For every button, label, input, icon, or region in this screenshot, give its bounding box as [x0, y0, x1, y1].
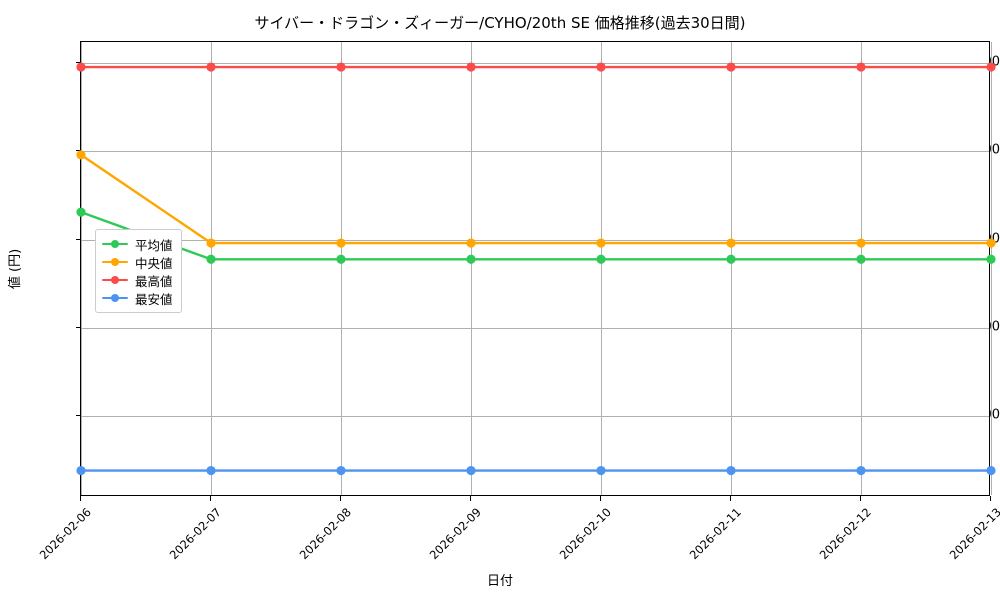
legend-item[interactable]: 中央値: [102, 253, 173, 271]
gridline-vertical: [471, 42, 472, 495]
legend-label: 中央値: [135, 255, 173, 271]
series-marker: [856, 254, 866, 264]
gridline-horizontal: [81, 63, 989, 65]
legend-item[interactable]: 最高値: [102, 271, 173, 289]
gridline-vertical: [81, 42, 82, 495]
gridline-vertical: [211, 42, 212, 495]
y-axis-tick-mark: [76, 414, 81, 416]
x-axis-tick-mark: [210, 496, 211, 501]
series-lines: [76, 62, 996, 476]
y-axis-label: 値 (円): [8, 248, 23, 290]
gridline-horizontal: [81, 327, 989, 329]
series-marker: [336, 238, 346, 248]
series-marker: [596, 62, 606, 72]
x-axis-tick-label: 2026-02-10: [556, 505, 614, 563]
gridline-horizontal: [81, 415, 989, 417]
legend-label: 最安値: [135, 291, 173, 307]
x-axis-tick-label: 2026-02-12: [816, 505, 874, 563]
legend-label: 平均値: [135, 237, 173, 253]
series-marker: [336, 254, 346, 264]
x-axis-tick-mark: [340, 496, 341, 501]
x-axis-tick-label: 2026-02-07: [166, 505, 224, 563]
x-axis-tick-label: 2026-02-08: [296, 505, 354, 563]
series-marker: [856, 465, 866, 476]
series-marker: [336, 62, 346, 72]
legend-swatch-icon: [102, 274, 128, 286]
series-marker: [986, 238, 996, 248]
series-marker: [206, 62, 216, 72]
series-marker: [596, 238, 606, 248]
legend-swatch-icon: [102, 256, 128, 268]
y-axis-tick-mark: [76, 150, 81, 152]
series-marker: [466, 254, 476, 264]
gridline-vertical: [991, 42, 992, 495]
series-marker: [596, 465, 606, 476]
series-line: [79, 153, 993, 245]
x-axis-label: 日付: [486, 574, 513, 589]
series-marker: [856, 62, 866, 72]
y-axis-tick-mark: [76, 62, 81, 64]
x-axis-tick-label: 2026-02-11: [686, 505, 744, 563]
x-axis-tick-mark: [860, 496, 861, 501]
series-marker: [986, 465, 996, 476]
x-axis-tick-mark: [80, 496, 81, 501]
gridline-vertical: [601, 42, 602, 495]
x-axis-tick-label: 2026-02-09: [426, 505, 484, 563]
y-axis-tick-mark: [76, 238, 81, 240]
gridline-vertical: [731, 42, 732, 495]
gridline-horizontal: [81, 239, 989, 241]
series-marker: [726, 62, 736, 72]
legend-swatch-icon: [102, 238, 128, 250]
series-marker: [596, 254, 606, 264]
series-marker: [856, 238, 866, 248]
series-marker: [206, 238, 216, 248]
x-axis-tick-label: 2026-02-13: [946, 505, 1000, 563]
series-marker: [466, 238, 476, 248]
x-axis-tick-mark: [600, 496, 601, 501]
gridline-vertical: [341, 42, 342, 495]
gridline-vertical: [861, 42, 862, 495]
series-marker: [986, 62, 996, 72]
series-marker: [986, 254, 996, 264]
chart-legend: 平均値中央値最高値最安値: [95, 229, 182, 313]
series-marker: [466, 62, 476, 72]
plot-area: [76, 41, 996, 496]
gridline-horizontal: [81, 151, 989, 153]
series-marker: [76, 150, 86, 160]
series-marker: [466, 465, 476, 476]
legend-label: 最高値: [135, 273, 173, 289]
x-axis-tick-mark: [730, 496, 731, 501]
series-marker: [76, 62, 86, 72]
legend-item[interactable]: 平均値: [102, 235, 173, 253]
series-marker: [76, 207, 86, 217]
chart-title: サイバー・ドラゴン・ズィーガー/CYHO/20th SE 価格推移(過去30日間…: [254, 14, 746, 32]
series-marker: [726, 254, 736, 264]
series-marker: [726, 465, 736, 476]
series-marker: [336, 465, 346, 476]
x-axis-tick-label: 2026-02-06: [36, 505, 94, 563]
series-line: [79, 210, 993, 261]
series-marker: [726, 238, 736, 248]
legend-item[interactable]: 最安値: [102, 289, 173, 307]
series-marker: [206, 254, 216, 264]
legend-swatch-icon: [102, 292, 128, 304]
series-marker: [206, 465, 216, 476]
x-axis-tick-mark: [470, 496, 471, 501]
series-marker: [76, 465, 86, 476]
x-axis-tick-mark: [990, 496, 991, 501]
y-axis-tick-mark: [76, 326, 81, 328]
